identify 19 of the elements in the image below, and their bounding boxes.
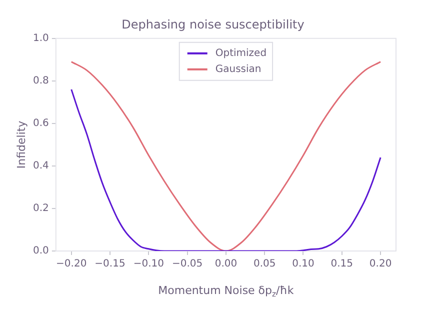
y-tick-label: 0.4 (32, 160, 49, 172)
chart-title: Dephasing noise susceptibility (122, 17, 304, 32)
y-tick-label: 0.2 (32, 203, 49, 214)
x-tick-label: 0.10 (292, 258, 314, 270)
legend-label: Gaussian (215, 64, 262, 75)
y-tick-label: 1.0 (32, 32, 49, 44)
x-tick-label: 0.00 (214, 258, 238, 270)
x-tick-label: 0.15 (330, 258, 354, 270)
x-tick-label: −0.05 (172, 258, 203, 270)
legend-label: Optimized (215, 48, 267, 59)
y-tick-label: 0.0 (32, 246, 49, 257)
x-tick-label: 0.20 (369, 258, 392, 270)
y-tick-label: 0.6 (32, 118, 49, 130)
x-tick-label: −0.15 (94, 258, 126, 270)
x-tick-label: 0.05 (253, 258, 276, 270)
x-tick-label: −0.10 (133, 258, 164, 270)
x-tick-label: −0.20 (56, 258, 87, 270)
y-tick-label: 0.8 (32, 76, 49, 87)
y-axis-title: Infidelity (14, 120, 28, 169)
